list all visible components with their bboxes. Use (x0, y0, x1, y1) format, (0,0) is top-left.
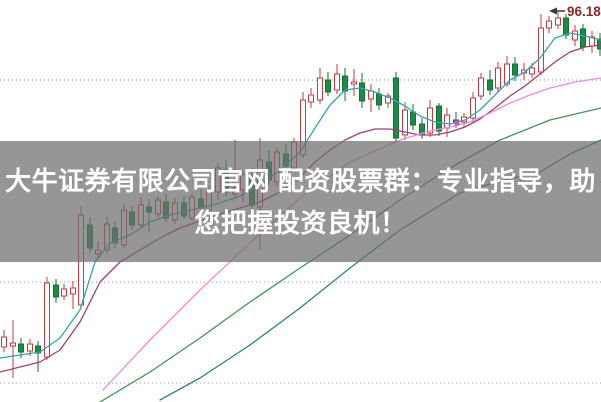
price-annotation: 96.18 (549, 4, 601, 19)
banner-text-line-1: 大牛证券有限公司官网 配资股票群：专业指导，助 (5, 165, 596, 196)
banner-text-line-2: 您把握投资良机！ (194, 207, 407, 238)
arrow-left-icon (549, 7, 565, 15)
annotation-price-label: 96.18 (567, 4, 601, 19)
ma-pink (102, 77, 601, 391)
promo-overlay-banner: 大牛证券有限公司官网 配资股票群：专业指导，助 您把握投资良机！ (0, 141, 601, 262)
